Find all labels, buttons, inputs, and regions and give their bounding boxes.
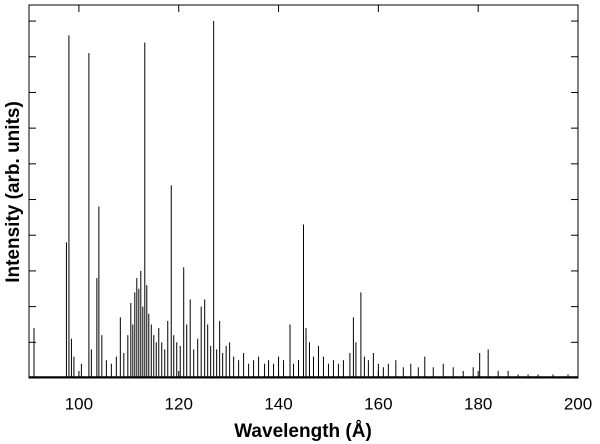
x-tick-label: 120	[165, 394, 193, 413]
y-axis-title: Intensity (arb. units)	[3, 101, 24, 283]
x-tick-label: 160	[364, 394, 392, 413]
x-tick-label: 180	[464, 394, 492, 413]
x-axis-title: Wavelength (Å)	[234, 421, 372, 442]
x-tick-label: 100	[65, 394, 93, 413]
x-tick-label: 200	[564, 394, 592, 413]
x-tick-label: 140	[264, 394, 292, 413]
